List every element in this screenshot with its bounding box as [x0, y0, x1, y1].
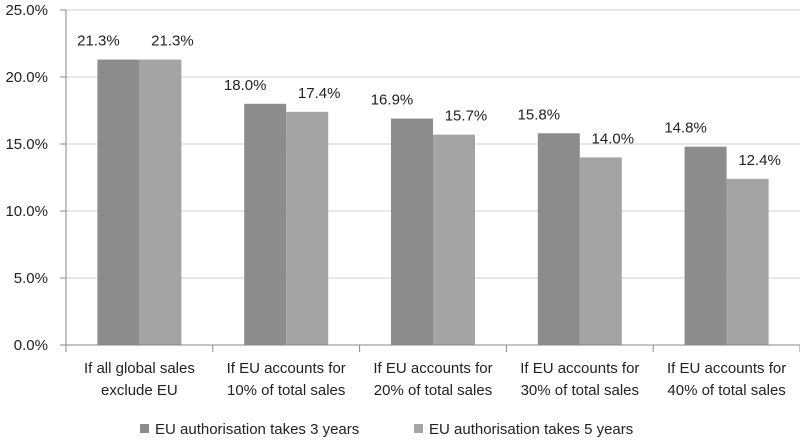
data-label: 12.4%: [738, 152, 781, 169]
legend-label: EU authorisation takes 5 years: [429, 421, 633, 438]
bar-three-years: [537, 133, 580, 345]
x-category-label: 20% of total sales: [374, 382, 492, 399]
y-tick-label: 15.0%: [5, 136, 48, 153]
bar-five-years: [139, 59, 182, 346]
legend-swatch: [414, 424, 423, 433]
bar-three-years: [684, 146, 727, 345]
x-category-label: 10% of total sales: [227, 382, 345, 399]
data-label: 17.4%: [298, 85, 341, 102]
x-category-label: 40% of total sales: [667, 382, 785, 399]
bar-five-years: [579, 157, 622, 345]
y-tick-label: 0.0%: [14, 337, 48, 354]
y-tick-label: 25.0%: [5, 2, 48, 19]
legend-swatch: [140, 424, 149, 433]
x-category-label: If all global sales: [84, 360, 195, 377]
legend-label: EU authorisation takes 3 years: [155, 421, 359, 438]
data-label: 18.0%: [224, 77, 267, 94]
data-label: 15.8%: [518, 106, 561, 123]
bar-five-years: [433, 134, 475, 345]
bar-five-years: [726, 178, 769, 345]
data-label: 16.9%: [371, 92, 414, 109]
x-category-label: If EU accounts for: [520, 360, 639, 377]
bar-three-years: [244, 103, 287, 345]
data-label: 14.8%: [664, 120, 707, 137]
x-category-label: If EU accounts for: [373, 360, 492, 377]
axes: [60, 9, 800, 352]
y-tick-label: 10.0%: [5, 203, 48, 220]
bar-three-years: [97, 59, 140, 346]
data-label: 15.7%: [445, 108, 488, 125]
x-category-label: If EU accounts for: [227, 360, 346, 377]
x-category-label: exclude EU: [101, 382, 178, 399]
bars: [97, 59, 769, 346]
y-tick-label: 5.0%: [14, 270, 48, 287]
data-label: 21.3%: [151, 33, 194, 50]
data-label: 14.0%: [592, 130, 635, 147]
bar-five-years: [286, 111, 329, 345]
bar-three-years: [391, 118, 433, 345]
x-axis-category-labels: If all global sales exclude EU If EU accou…: [84, 360, 786, 399]
data-label: 21.3%: [77, 33, 120, 50]
y-axis-tick-labels: 0.0% 5.0% 10.0% 15.0% 20.0% 25.0%: [5, 2, 48, 354]
x-category-label: If EU accounts for: [667, 360, 786, 377]
y-tick-label: 20.0%: [5, 69, 48, 86]
x-category-label: 30% of total sales: [521, 382, 639, 399]
legend: EU authorisation takes 3 years EU authori…: [140, 421, 633, 438]
data-labels: 21.3% 21.3% 18.0% 17.4% 16.9% 15.7% 15.8% 14.0%…: [77, 33, 781, 169]
